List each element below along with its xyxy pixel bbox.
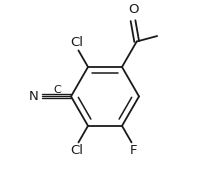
Text: Cl: Cl bbox=[70, 36, 83, 49]
Text: F: F bbox=[130, 144, 137, 157]
Text: C: C bbox=[54, 85, 62, 95]
Text: O: O bbox=[128, 3, 138, 16]
Text: N: N bbox=[29, 90, 39, 103]
Text: Cl: Cl bbox=[70, 144, 83, 157]
